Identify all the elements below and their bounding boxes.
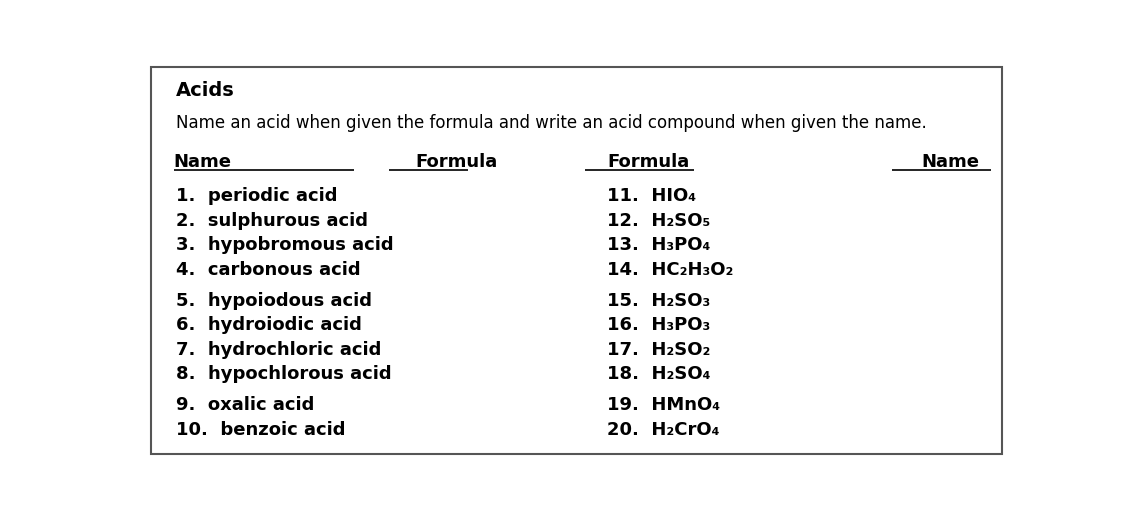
FancyBboxPatch shape — [151, 67, 1002, 455]
Text: 1.  periodic acid: 1. periodic acid — [176, 187, 338, 205]
Text: 16.  H₃PO₃: 16. H₃PO₃ — [608, 316, 710, 334]
Text: 20.  H₂CrO₄: 20. H₂CrO₄ — [608, 421, 720, 439]
Text: 18.  H₂SO₄: 18. H₂SO₄ — [608, 365, 711, 383]
Text: Name: Name — [921, 153, 979, 171]
Text: 13.  H₃PO₄: 13. H₃PO₄ — [608, 236, 711, 254]
Text: 3.  hypobromous acid: 3. hypobromous acid — [176, 236, 393, 254]
Text: Acids: Acids — [176, 81, 234, 100]
Text: 4.  carbonous acid: 4. carbonous acid — [176, 261, 360, 279]
Text: 10.  benzoic acid: 10. benzoic acid — [176, 421, 345, 439]
Text: 11.  HIO₄: 11. HIO₄ — [608, 187, 696, 205]
Text: 14.  HC₂H₃O₂: 14. HC₂H₃O₂ — [608, 261, 734, 279]
Text: 12.  H₂SO₅: 12. H₂SO₅ — [608, 212, 711, 230]
Text: 6.  hydroiodic acid: 6. hydroiodic acid — [176, 316, 361, 334]
Text: 9.  oxalic acid: 9. oxalic acid — [176, 396, 314, 414]
Text: Formula: Formula — [415, 153, 497, 171]
Text: 7.  hydrochloric acid: 7. hydrochloric acid — [176, 341, 381, 359]
Text: 15.  H₂SO₃: 15. H₂SO₃ — [608, 292, 710, 310]
Text: 5.  hypoiodous acid: 5. hypoiodous acid — [176, 292, 371, 310]
Text: 8.  hypochlorous acid: 8. hypochlorous acid — [176, 365, 392, 383]
Text: Formula: Formula — [608, 153, 690, 171]
Text: Name: Name — [173, 153, 232, 171]
Text: 19.  HMnO₄: 19. HMnO₄ — [608, 396, 720, 414]
Text: Name an acid when given the formula and write an acid compound when given the na: Name an acid when given the formula and … — [176, 114, 926, 132]
Text: 17.  H₂SO₂: 17. H₂SO₂ — [608, 341, 711, 359]
Text: 2.  sulphurous acid: 2. sulphurous acid — [176, 212, 368, 230]
